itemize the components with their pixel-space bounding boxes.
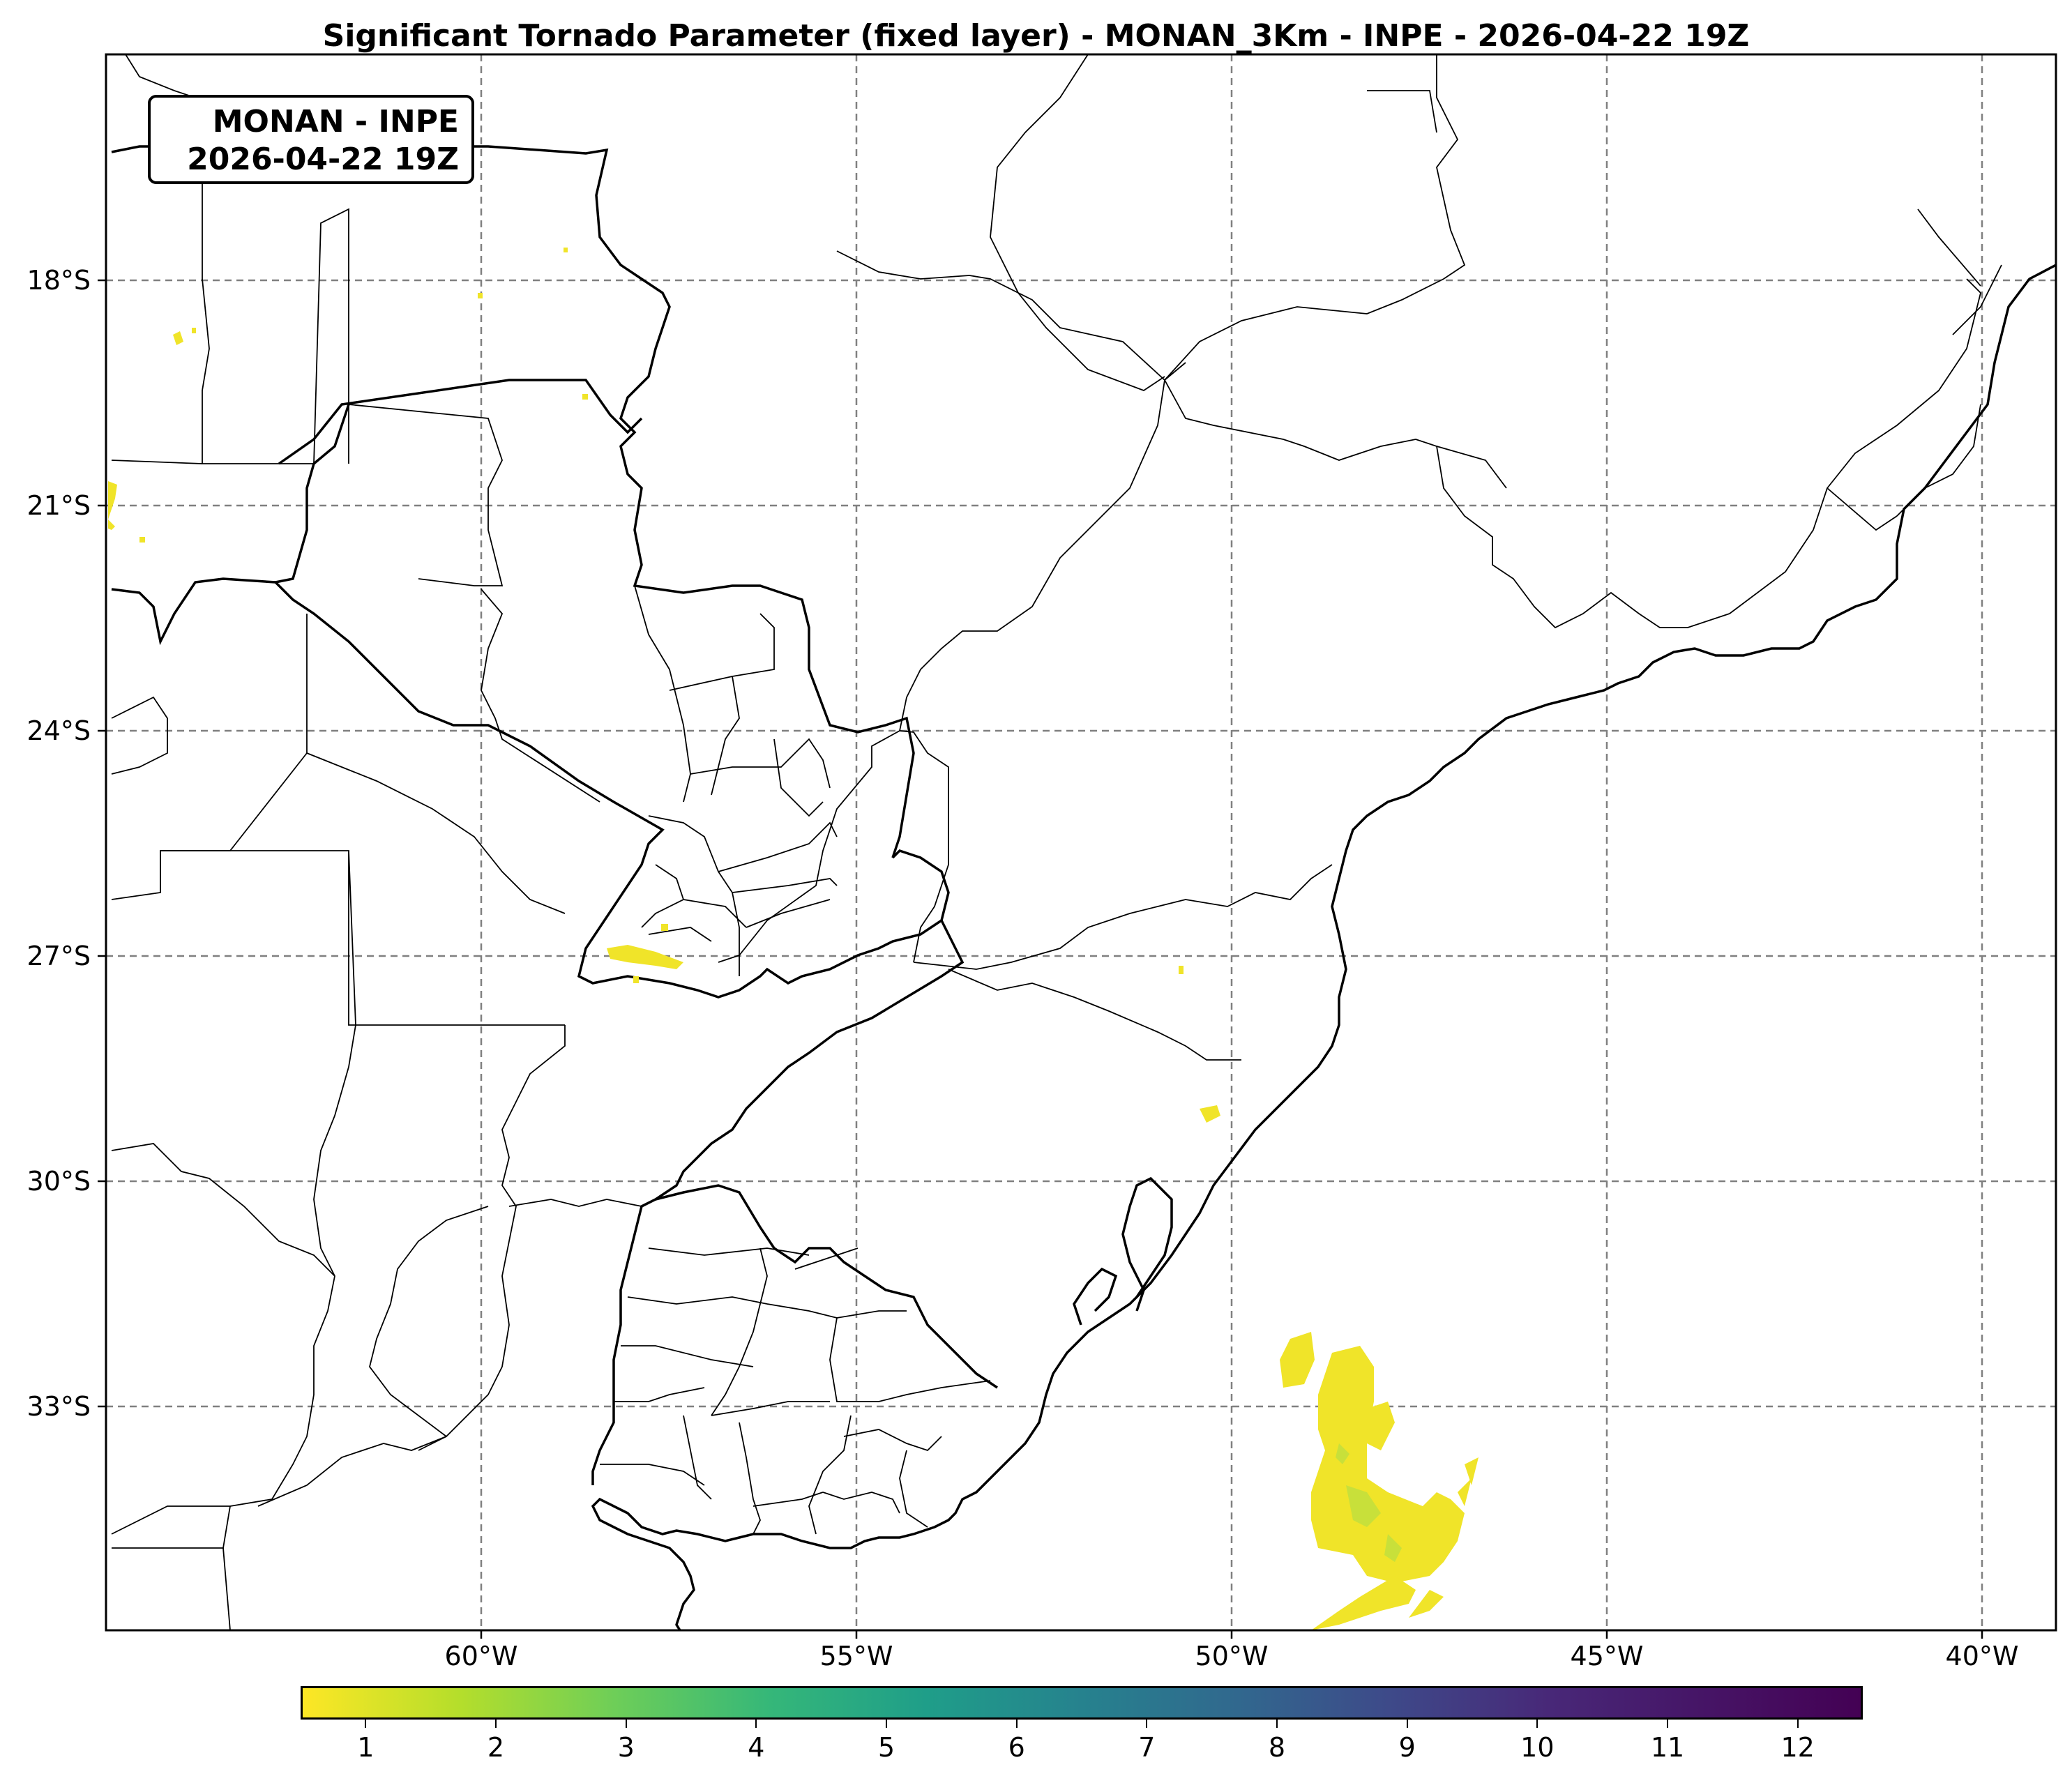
- gridlines: [106, 54, 2056, 1630]
- colorbar: [301, 1686, 1863, 1720]
- lon-label-45w: 45°W: [1570, 1641, 1644, 1671]
- colorbar-tick: [886, 1720, 887, 1728]
- colorbar-tick: [495, 1720, 497, 1728]
- info-box-line2: 2026-04-22 19Z: [187, 142, 459, 177]
- map-frame: [105, 53, 2057, 1632]
- colorbar-tick-label: 7: [1138, 1732, 1156, 1763]
- lat-label-24s: 24°S: [27, 715, 91, 746]
- lat-label-21s: 21°S: [27, 490, 91, 521]
- map-title: Significant Tornado Parameter (fixed lay…: [322, 18, 1750, 54]
- lon-label-55w: 55°W: [819, 1641, 893, 1671]
- stp-field: [108, 248, 1479, 1630]
- lon-label-60w: 60°W: [444, 1641, 518, 1671]
- lat-label-18s: 18°S: [27, 265, 91, 296]
- coastline: [591, 264, 2056, 1630]
- lat-label-30s: 30°S: [27, 1166, 91, 1197]
- colorbar-tick: [1015, 1720, 1018, 1728]
- colorbar-tick-label: 2: [487, 1732, 505, 1763]
- colorbar-tick-label: 12: [1780, 1732, 1815, 1763]
- colorbar-tick: [1146, 1720, 1148, 1728]
- colorbar-tick: [1276, 1720, 1278, 1728]
- state-borders: [111, 54, 2002, 1630]
- lat-label-33s: 33°S: [27, 1391, 91, 1422]
- lon-label-40w: 40°W: [1945, 1641, 2019, 1671]
- colorbar-tick-label: 5: [877, 1732, 895, 1763]
- colorbar-tick-label: 8: [1268, 1732, 1286, 1763]
- colorbar-tick-label: 1: [357, 1732, 375, 1763]
- colorbar-tick: [755, 1720, 757, 1728]
- colorbar-tick: [1667, 1720, 1668, 1728]
- axis-ticks: [98, 279, 1983, 1639]
- colorbar-tick: [1797, 1720, 1799, 1728]
- lat-label-27s: 27°S: [27, 941, 91, 971]
- colorbar-tick-label: 11: [1650, 1732, 1685, 1763]
- colorbar-tick: [365, 1720, 367, 1728]
- colorbar-tick-label: 6: [1008, 1732, 1025, 1763]
- colorbar-tick-label: 3: [617, 1732, 635, 1763]
- colorbar-tick-label: 4: [748, 1732, 765, 1763]
- colorbar-tick: [625, 1720, 627, 1728]
- colorbar-tick: [1406, 1720, 1408, 1728]
- lon-label-50w: 50°W: [1195, 1641, 1269, 1671]
- country-borders: [111, 145, 998, 1485]
- colorbar-tick-label: 10: [1520, 1732, 1555, 1763]
- info-box-line1: MONAN - INPE: [212, 104, 459, 139]
- colorbar-tick-label: 9: [1398, 1732, 1416, 1763]
- info-box: MONAN - INPE 2026-04-22 19Z: [148, 95, 474, 184]
- colorbar-tick: [1536, 1720, 1538, 1728]
